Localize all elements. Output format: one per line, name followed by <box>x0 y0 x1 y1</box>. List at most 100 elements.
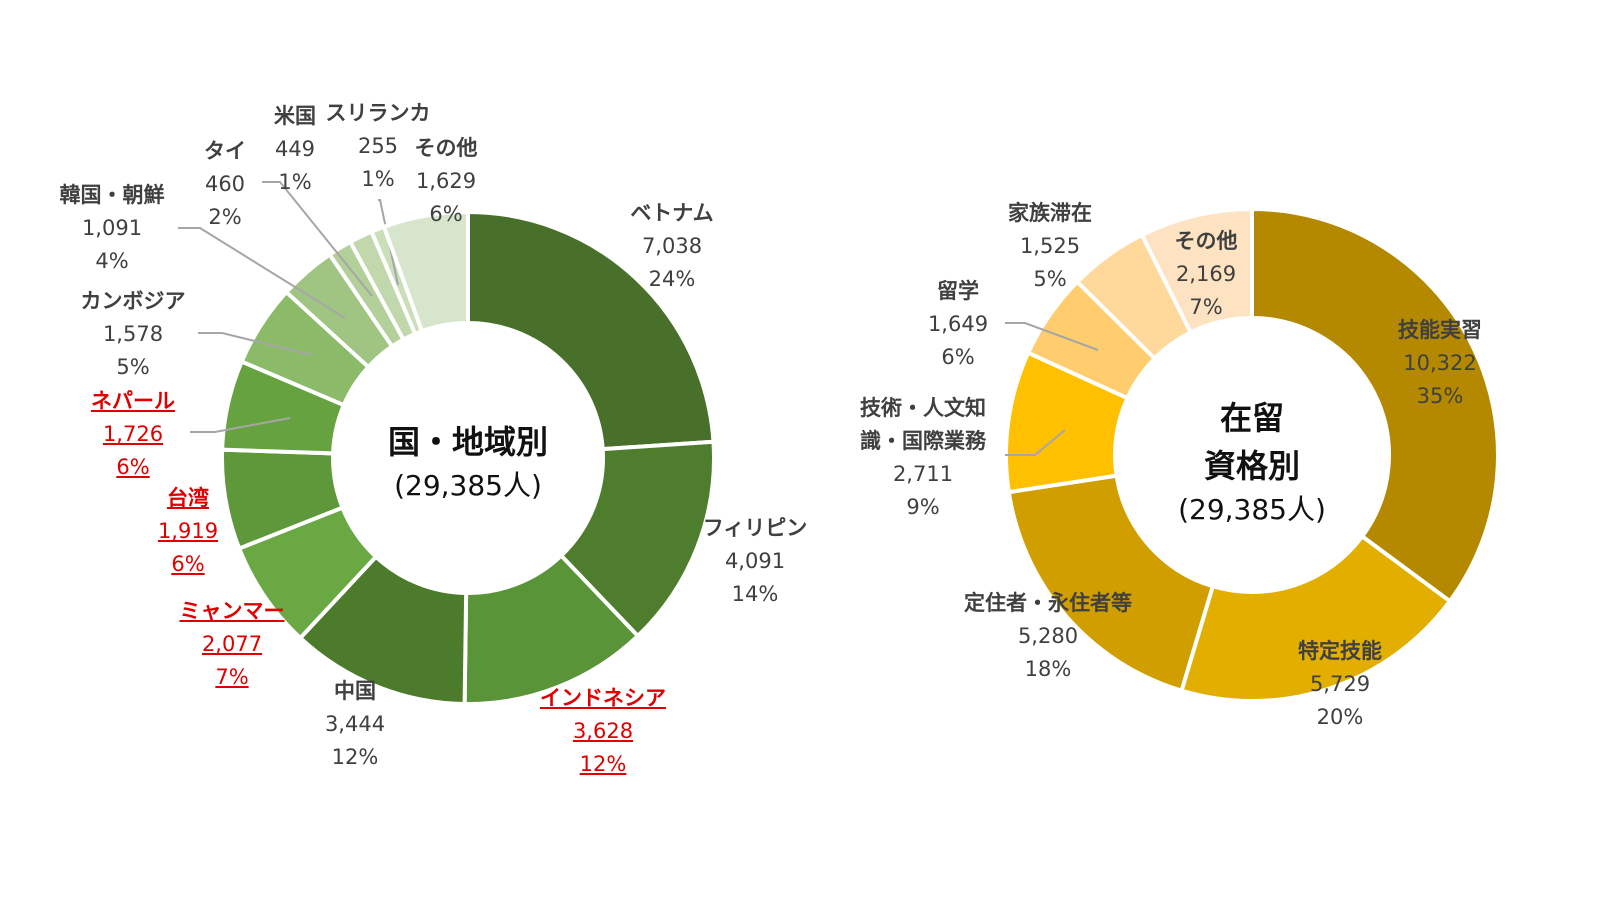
donut-slice <box>1250 206 1500 604</box>
slice-percent: 7% <box>215 665 249 689</box>
slice-name: 特定技能 <box>1298 639 1382 663</box>
slice-name: 家族滞在 <box>1008 201 1092 225</box>
slice-value: 1,629 <box>415 169 477 193</box>
slice-value: 1,726 <box>102 422 164 446</box>
leader-line <box>198 332 313 356</box>
data-label: スリランカ 255 1% <box>326 97 431 196</box>
slice-percent: 35% <box>1416 384 1464 408</box>
leader-line <box>1005 322 1099 351</box>
center-total: (29,385人) <box>394 469 542 502</box>
data-label: カンボジア 1,578 5% <box>81 285 186 384</box>
slice-name: その他 <box>414 136 478 160</box>
donut-slice <box>466 209 716 452</box>
slice-value: 1,919 <box>157 519 219 543</box>
slice-value: 2,077 <box>201 632 263 656</box>
slice-value: 1,649 <box>927 312 989 336</box>
slice-percent: 24% <box>648 267 696 291</box>
slice-percent: 6% <box>429 202 463 226</box>
slice-value: 1,578 <box>102 322 164 346</box>
slice-value: 5,280 <box>1017 624 1079 648</box>
slice-percent: 6% <box>941 345 975 369</box>
data-label: インドネシア 3,628 12% <box>540 682 666 781</box>
donut-slice <box>1179 533 1453 703</box>
slice-percent: 9% <box>906 495 940 519</box>
slice-name: タイ <box>204 139 246 163</box>
slice-value: 1,525 <box>1019 234 1081 258</box>
slice-name: ベトナム <box>630 201 714 225</box>
slice-name: 台湾 <box>167 486 209 510</box>
data-label: 留学 1,649 6% <box>928 275 988 374</box>
slice-percent: 1% <box>278 170 312 194</box>
slice-percent: 12% <box>579 752 627 776</box>
slice-percent: 4% <box>95 249 129 273</box>
slice-name: インドネシア <box>540 686 666 710</box>
slice-name: 留学 <box>937 279 979 303</box>
slice-percent: 14% <box>731 582 779 606</box>
data-label: ネパール 1,726 6% <box>91 385 175 484</box>
slice-value: 10,322 <box>1403 351 1477 375</box>
slice-percent: 5% <box>116 355 150 379</box>
slice-value: 3,444 <box>324 712 386 736</box>
slice-value: 2,711 <box>892 462 954 486</box>
slice-percent: 1% <box>361 167 395 191</box>
slice-value: 5,729 <box>1309 672 1371 696</box>
slice-name: その他 <box>1174 229 1238 253</box>
data-label: 特定技能 5,729 20% <box>1298 635 1382 734</box>
data-label: ミャンマー 2,077 7% <box>180 595 285 694</box>
leader-line <box>1005 429 1066 456</box>
leader-line <box>190 417 291 433</box>
data-label: 家族滞在 1,525 5% <box>1008 197 1092 296</box>
center-title-2: 資格別 <box>1203 447 1301 485</box>
slice-name: ミャンマー <box>179 599 285 623</box>
center-total: (29,385人) <box>1178 493 1326 526</box>
donut-slice <box>1139 206 1254 336</box>
slice-value: 460 <box>204 172 246 196</box>
slice-name: フィリピン <box>702 516 808 540</box>
data-label: ベトナム 7,038 24% <box>630 197 713 296</box>
slice-value: 4,091 <box>724 549 786 573</box>
slice-name: 中国 <box>334 679 376 703</box>
slice-percent: 6% <box>116 455 150 479</box>
data-label: その他 1,629 6% <box>415 132 478 231</box>
data-label: 韓国・朝鮮 1,091 4% <box>60 179 165 278</box>
data-label: フィリピン 4,091 14% <box>703 512 808 611</box>
slice-percent: 2% <box>208 205 242 229</box>
data-label: 定住者・永住者等 5,280 18% <box>964 587 1132 686</box>
data-label: 米国 449 1% <box>274 100 316 199</box>
center-label-region: 国・地域別 (29,385人) <box>388 418 548 506</box>
donut-slice <box>381 209 470 334</box>
slice-percent: 5% <box>1033 267 1067 291</box>
slice-name: 韓国・朝鮮 <box>59 183 165 207</box>
slice-percent: 12% <box>331 745 379 769</box>
slice-name: 米国 <box>274 104 316 128</box>
slice-name: 技能実習 <box>1398 318 1482 342</box>
leader-line <box>262 181 373 297</box>
slice-percent: 18% <box>1024 657 1072 681</box>
slice-value: 7,038 <box>641 234 703 258</box>
leader-line <box>178 227 346 319</box>
data-label: 中国 3,444 12% <box>325 675 385 774</box>
slice-value: 2,169 <box>1175 262 1237 286</box>
slice-percent: 20% <box>1316 705 1364 729</box>
center-title: 国・地域別 <box>387 423 549 461</box>
slice-name: 識・国際業務 <box>860 429 986 453</box>
slice-name: スリランカ <box>325 101 431 125</box>
data-label: タイ 460 2% <box>204 135 246 234</box>
donut-slice <box>1006 473 1216 694</box>
center-label-status: 在留 資格別 (29,385人) <box>1178 394 1326 530</box>
data-label: 技能実習 10,322 35% <box>1398 314 1482 413</box>
data-label: 台湾 1,919 6% <box>158 482 218 581</box>
leader-line <box>378 199 399 286</box>
slice-value: 3,628 <box>572 719 634 743</box>
slice-name: 定住者・永住者等 <box>964 591 1132 615</box>
slice-name: ネパール <box>91 389 175 413</box>
slice-name: 技術・人文知 <box>860 396 986 420</box>
slice-value: 449 <box>274 137 316 161</box>
slice-percent: 6% <box>171 552 205 576</box>
slice-percent: 7% <box>1189 295 1223 319</box>
data-label: その他 2,169 7% <box>1175 225 1238 324</box>
slice-name: カンボジア <box>80 289 186 313</box>
data-label: 技術・人文知 識・国際業務 2,711 9% <box>860 392 986 524</box>
slice-value: 1,091 <box>81 216 143 240</box>
